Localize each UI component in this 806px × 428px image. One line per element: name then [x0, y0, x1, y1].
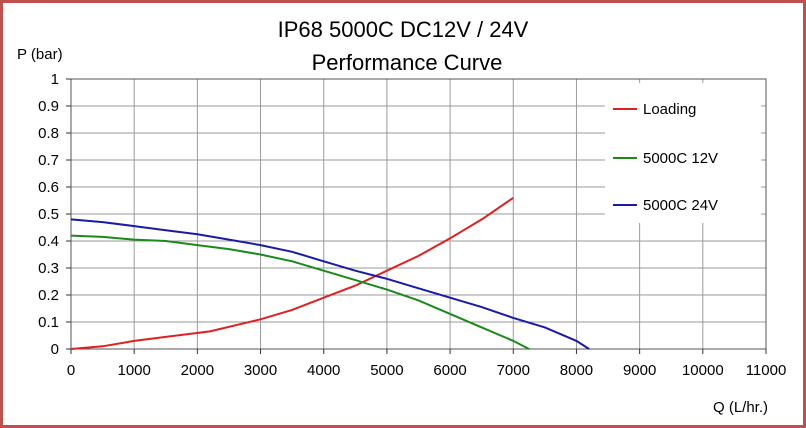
x-tick-label: 5000: [370, 362, 403, 379]
legend-label: Loading: [643, 101, 696, 118]
y-tick-label: 0.8: [38, 125, 59, 142]
y-tick-label: 0.9: [38, 98, 59, 115]
y-tick-label: 0: [51, 341, 59, 358]
x-tick-label: 3000: [244, 362, 277, 379]
y-tick-label: 0.3: [38, 260, 59, 277]
x-tick-label: 4000: [307, 362, 340, 379]
chart-subtitle: Performance Curve: [312, 50, 503, 75]
x-tick-label: 2000: [181, 362, 214, 379]
series-line-2: [70, 218, 590, 350]
legend: [605, 83, 761, 223]
x-axis-label: Q (L/hr.): [713, 399, 768, 416]
series-lines: [70, 196, 590, 350]
x-tick-label: 1000: [117, 362, 150, 379]
performance-chart: IP68 5000C DC12V / 24V Performance Curve…: [17, 17, 786, 416]
x-tick-label: 0: [67, 362, 75, 379]
y-tick-label: 1: [51, 71, 59, 88]
grid-lines: [71, 79, 766, 349]
x-tick-label: 10000: [682, 362, 724, 379]
y-axis-label: P (bar): [17, 46, 63, 63]
series-line-0: [70, 196, 514, 350]
x-tick-label: 8000: [560, 362, 593, 379]
series-line-1: [70, 234, 530, 350]
y-tick-label: 0.2: [38, 287, 59, 304]
legend-label: 5000C 24V: [643, 197, 718, 214]
legend-label: 5000C 12V: [643, 150, 718, 167]
y-tick-label: 0.1: [38, 314, 59, 331]
x-tick-label: 7000: [497, 362, 530, 379]
y-tick-label: 0.7: [38, 152, 59, 169]
y-tick-label: 0.5: [38, 206, 59, 223]
legend-entries: Loading 5000C 12V 5000C 24V: [613, 101, 718, 214]
y-tick-label: 0.4: [38, 233, 59, 250]
chart-title: IP68 5000C DC12V / 24V: [278, 17, 529, 42]
x-tick-label: 6000: [433, 362, 466, 379]
y-tick-label: 0.6: [38, 179, 59, 196]
x-tick-label: 9000: [623, 362, 656, 379]
axis-ticks: 0 1000 2000 3000 4000 5000 6000 7000 8000 9000 100…: [38, 71, 786, 379]
x-tick-label: 11000: [746, 362, 787, 379]
